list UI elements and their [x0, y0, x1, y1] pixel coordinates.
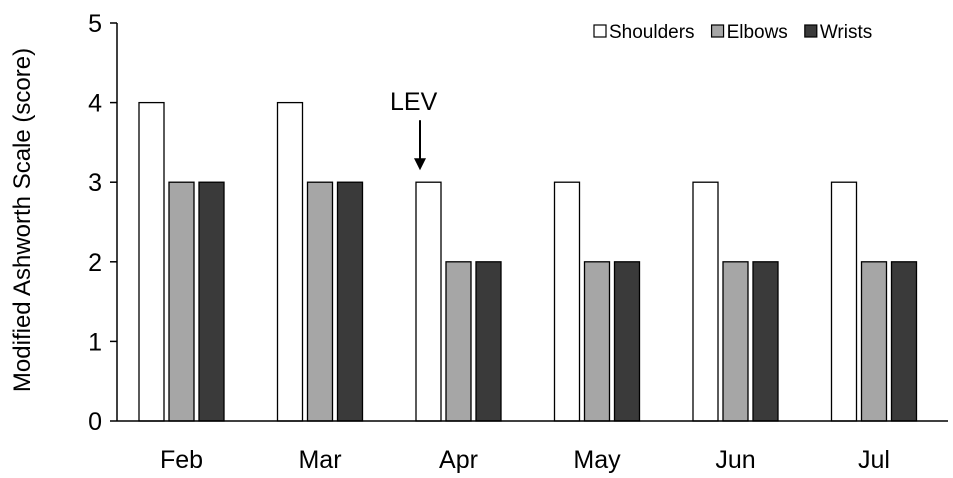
bar-shoulders-mar — [276, 101, 304, 422]
legend: Shoulders Elbows Wrists — [593, 22, 872, 43]
y-axis: 0 1 2 3 4 5 — [88, 10, 118, 436]
y-tick-label: 1 — [88, 328, 102, 356]
bar-elbows-jul — [860, 261, 888, 422]
bar-shoulders-may — [553, 181, 581, 422]
bar-elbows-mar — [306, 181, 334, 422]
bar-elbows-feb — [168, 181, 195, 422]
bar-shoulders-apr — [415, 181, 442, 422]
y-tick-label: 2 — [88, 249, 102, 277]
x-axis: Feb Mar Apr May Jun Jul — [117, 420, 948, 474]
y-tick-label: 3 — [88, 169, 102, 197]
bar-wrists-jun — [752, 261, 779, 422]
y-tick-label: 0 — [88, 408, 102, 436]
bars — [138, 101, 918, 422]
legend-swatch-wrists — [804, 24, 818, 38]
bar-wrists-apr — [475, 261, 502, 422]
x-tick-label: Feb — [160, 446, 203, 474]
bar-wrists-may — [613, 261, 641, 422]
annotation-arrow-head — [414, 158, 426, 171]
annotation-label: LEV — [390, 88, 438, 116]
x-tick-label: Mar — [298, 446, 341, 474]
bar-elbows-jun — [722, 261, 749, 422]
bar-elbows-apr — [445, 261, 472, 422]
bar-shoulders-jul — [830, 181, 858, 422]
legend-label-shoulders: Shoulders — [609, 22, 695, 43]
x-tick-label: Apr — [439, 446, 478, 474]
legend-label-elbows: Elbows — [727, 22, 788, 43]
y-tick-label: 4 — [88, 90, 102, 118]
legend-label-wrists: Wrists — [820, 22, 872, 43]
y-axis-label: Modified Ashworth Scale (score) — [9, 48, 36, 392]
y-tick-label: 5 — [88, 10, 102, 38]
bar-wrists-feb — [198, 181, 225, 422]
legend-swatch-elbows — [710, 24, 725, 38]
annotations: LEV — [390, 88, 438, 171]
legend-swatch-shoulders — [593, 24, 607, 38]
x-tick-label: May — [573, 446, 621, 474]
bar-shoulders-jun — [692, 181, 719, 422]
x-tick-label: Jul — [858, 446, 890, 474]
bar-elbows-may — [583, 261, 611, 422]
x-tick-label: Jun — [715, 446, 755, 474]
bar-wrists-jul — [890, 261, 918, 422]
bar-shoulders-feb — [138, 101, 165, 422]
bar-wrists-mar — [336, 181, 364, 422]
